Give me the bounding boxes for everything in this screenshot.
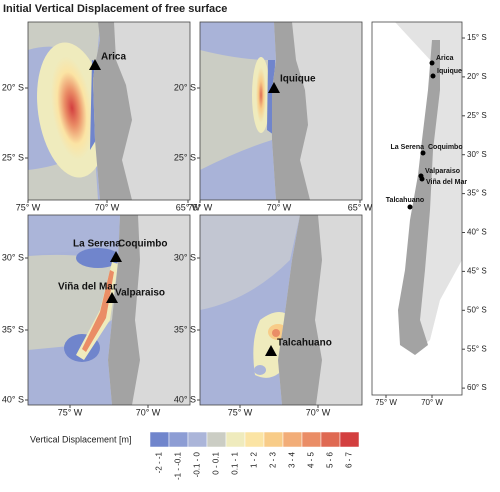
- y-tick-label: 40° S: [2, 394, 24, 404]
- y-tick-label: 40° S: [174, 394, 196, 404]
- legend-swatch: [339, 431, 360, 448]
- legend-label: 5 - 6: [326, 451, 335, 468]
- legend-label: 4 - 5: [307, 451, 316, 468]
- city-marker: [89, 59, 101, 70]
- y-tick-label: 55° S: [467, 344, 487, 353]
- x-tick-label: 70° W: [136, 407, 161, 417]
- city-label: Coquimbo: [428, 144, 463, 151]
- city-label: Talcahuano: [277, 338, 332, 349]
- y-tick-label: 35° S: [2, 324, 24, 334]
- y-tick-label: 40° S: [467, 228, 487, 237]
- x-tick-label: 75° W: [375, 398, 397, 407]
- legend-label: 1 - 2: [250, 451, 259, 468]
- map-talcahuano: [200, 215, 362, 405]
- x-tick-label: 65° W: [348, 202, 373, 212]
- y-tick-label: 25° S: [467, 111, 487, 120]
- y-tick-label: 30° S: [174, 252, 196, 262]
- y-tick-label: 35° S: [174, 324, 196, 334]
- city-label: Arica: [101, 52, 126, 63]
- y-tick-label: 20° S: [467, 72, 487, 81]
- legend-label: 3 - 4: [288, 451, 297, 468]
- city-marker: [419, 176, 425, 182]
- y-tick-label: 60° S: [467, 383, 487, 392]
- legend-label: 0.1 - 1: [231, 451, 240, 474]
- x-tick-label: 75° W: [58, 407, 83, 417]
- legend-swatch: [187, 431, 208, 448]
- map-overview: [372, 22, 462, 395]
- y-tick-label: 25° S: [2, 152, 24, 162]
- legend-label: -1 - -0.1: [174, 451, 183, 480]
- city-marker: [429, 60, 435, 66]
- city-label: Talcahuano: [386, 197, 424, 204]
- map-coquimbo: [28, 215, 190, 405]
- y-tick-label: 25° S: [174, 152, 196, 162]
- city-marker: [110, 251, 122, 262]
- legend-label: -2 - -1: [155, 451, 164, 473]
- legend-swatch: [149, 431, 170, 448]
- legend-label: -0.1 - 0: [193, 451, 202, 477]
- legend-swatch: [301, 431, 322, 448]
- x-tick-label: 75° W: [228, 407, 253, 417]
- city-label: La Serena: [391, 144, 425, 151]
- city-marker: [268, 82, 280, 93]
- legend-swatch: [320, 431, 341, 448]
- map-iquique: [200, 22, 362, 200]
- city-label: Iquique: [280, 74, 316, 85]
- city-label: Valparaiso: [115, 288, 165, 299]
- legend-swatch: [282, 431, 303, 448]
- legend-title: Vertical Displacement [m]: [30, 434, 132, 444]
- y-tick-label: 35° S: [467, 189, 487, 198]
- legend-swatch: [168, 431, 189, 448]
- y-tick-label: 20° S: [2, 82, 24, 92]
- legend-swatch: [206, 431, 227, 448]
- x-tick-label: 70° W: [421, 398, 443, 407]
- y-tick-label: 30° S: [2, 252, 24, 262]
- legend-label: 6 - 7: [345, 451, 354, 468]
- city-label: Viña del Mar: [58, 282, 117, 293]
- legend-label: 0 - 0.1: [212, 451, 221, 474]
- y-tick-label: 45° S: [467, 267, 487, 276]
- x-tick-label: 70° W: [267, 202, 292, 212]
- x-tick-label: 75° W: [16, 202, 41, 212]
- city-label: Iquique: [437, 68, 462, 75]
- city-label: Arica: [436, 55, 454, 62]
- x-tick-label: 75° W: [188, 202, 213, 212]
- city-marker: [420, 150, 426, 156]
- city-marker: [106, 292, 118, 303]
- legend-label: 2 - 3: [269, 451, 278, 468]
- x-tick-label: 65° W: [176, 202, 201, 212]
- legend-swatch: [244, 431, 265, 448]
- city-marker: [407, 204, 413, 210]
- x-tick-label: 70° W: [306, 407, 331, 417]
- legend-swatch: [225, 431, 246, 448]
- y-tick-label: 30° S: [467, 150, 487, 159]
- city-marker: [430, 73, 436, 79]
- legend-swatch: [263, 431, 284, 448]
- y-tick-label: 50° S: [467, 305, 487, 314]
- map-arica: [28, 22, 190, 200]
- city-label: Coquimbo: [118, 239, 167, 250]
- x-tick-label: 70° W: [95, 202, 120, 212]
- y-tick-label: 20° S: [174, 82, 196, 92]
- city-label: Valparaiso: [425, 168, 460, 175]
- city-label: Viña del Mar: [426, 179, 467, 186]
- title: Initial Vertical Displacement of free su…: [3, 3, 227, 15]
- city-marker: [265, 345, 277, 356]
- y-tick-label: 15° S: [467, 33, 487, 42]
- city-label: La Serena: [73, 239, 121, 250]
